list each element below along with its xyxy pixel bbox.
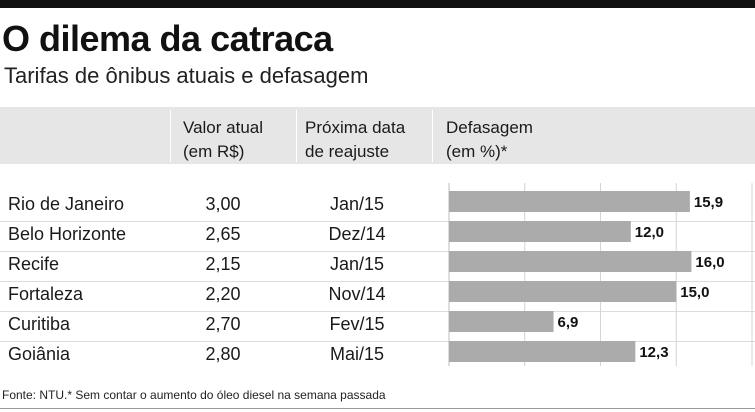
fare-value: 3,00 bbox=[205, 194, 241, 214]
readjust-date: Jan/15 bbox=[329, 254, 385, 274]
header-separator bbox=[170, 110, 171, 162]
row-divider bbox=[0, 311, 755, 312]
table-row: Fortaleza 2,20 Nov/14 bbox=[0, 281, 755, 311]
bar bbox=[449, 251, 692, 272]
bar-value-label: 15,9 bbox=[694, 194, 723, 211]
row-divider bbox=[0, 251, 755, 252]
bar bbox=[449, 281, 677, 302]
readjust-date: Mai/15 bbox=[329, 344, 385, 364]
bar-value-label: 12,0 bbox=[635, 224, 664, 241]
fare-value: 2,70 bbox=[205, 314, 241, 334]
header-valor-line2: (em R$) bbox=[183, 142, 245, 161]
city-name: Belo Horizonte bbox=[8, 224, 127, 244]
bottom-rule bbox=[0, 408, 755, 409]
header-data-line2: de reajuste bbox=[305, 142, 390, 161]
readjust-date: Jan/15 bbox=[329, 194, 385, 214]
table-row: Curitiba 2,70 Fev/15 bbox=[0, 311, 755, 341]
header-defasagem-line2: (em %)* bbox=[446, 142, 508, 161]
fare-value: 2,65 bbox=[205, 224, 241, 244]
bar bbox=[449, 221, 631, 242]
city-name: Rio de Janeiro bbox=[8, 194, 125, 214]
bar bbox=[449, 341, 636, 362]
source-note: Fonte: NTU.* Sem contar o aumento do óle… bbox=[2, 388, 386, 402]
bar-value-label: 6,9 bbox=[558, 314, 579, 331]
city-name: Fortaleza bbox=[8, 284, 84, 304]
table-row: Belo Horizonte 2,65 Dez/14 bbox=[0, 221, 755, 251]
top-rule bbox=[0, 0, 755, 8]
city-name: Curitiba bbox=[8, 314, 71, 334]
bar-value-label: 15,0 bbox=[680, 284, 709, 301]
fare-value: 2,20 bbox=[205, 284, 241, 304]
header-data: Próxima data de reajuste bbox=[305, 116, 405, 164]
header-valor: Valor atual (em R$) bbox=[183, 116, 263, 164]
header-separator bbox=[432, 110, 433, 162]
page-title: O dilema da catraca bbox=[2, 18, 333, 59]
header-defasagem: Defasagem (em %)* bbox=[446, 116, 533, 164]
header-defasagem-line1: Defasagem bbox=[446, 118, 533, 137]
bar-value-label: 16,0 bbox=[695, 254, 724, 271]
city-name: Goiânia bbox=[8, 344, 71, 364]
row-divider bbox=[0, 341, 755, 342]
header-separator bbox=[296, 110, 297, 162]
header-valor-line1: Valor atual bbox=[183, 118, 264, 137]
bar bbox=[449, 311, 554, 332]
table-header-band bbox=[0, 107, 755, 164]
readjust-date: Fev/15 bbox=[329, 314, 385, 334]
row-divider bbox=[0, 221, 755, 222]
header-data-line1: Próxima data bbox=[305, 118, 406, 137]
table-row: Recife 2,15 Jan/15 bbox=[0, 251, 755, 281]
table-row: Rio de Janeiro 3,00 Jan/15 bbox=[0, 191, 755, 221]
readjust-date: Nov/14 bbox=[328, 284, 386, 304]
row-divider bbox=[0, 281, 755, 282]
fare-value: 2,15 bbox=[205, 254, 241, 274]
bar-value-label: 12,3 bbox=[639, 344, 668, 361]
fare-value: 2,80 bbox=[205, 344, 241, 364]
bar bbox=[449, 191, 690, 212]
table-row: Goiânia 2,80 Mai/15 bbox=[0, 341, 755, 371]
city-name: Recife bbox=[8, 254, 60, 274]
page-subtitle: Tarifas de ônibus atuais e defasagem bbox=[4, 63, 369, 88]
readjust-date: Dez/14 bbox=[328, 224, 386, 244]
